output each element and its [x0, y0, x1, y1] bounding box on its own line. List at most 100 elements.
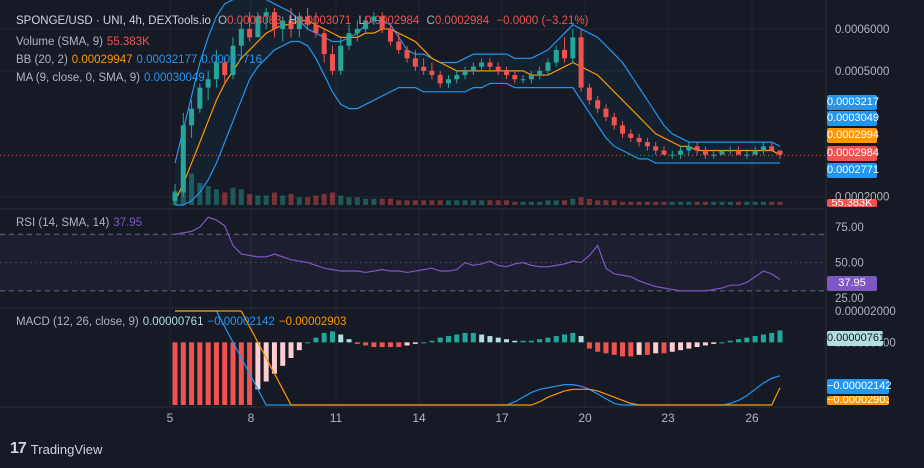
candle-body-22: [354, 28, 360, 34]
volume-bar-58: [653, 201, 659, 205]
macd-hist-bar-1: [180, 342, 186, 405]
volume-bar-22: [354, 197, 360, 205]
macd-hist-bar-40: [504, 339, 510, 343]
tag-volume: 55.383K: [827, 199, 877, 207]
volume-bar-69: [744, 201, 750, 205]
volume-bar-46: [553, 200, 559, 205]
candle-body-62: [686, 146, 692, 151]
candle-body-50: [586, 87, 592, 101]
candle-body-13: [280, 20, 286, 29]
volume-bar-72: [769, 201, 775, 205]
volume-bar-48: [570, 198, 576, 205]
volume-bar-19: [329, 192, 335, 205]
x-tick-8: 8: [248, 411, 255, 425]
macd-hist-bar-38: [487, 336, 493, 343]
volume-bar-24: [371, 198, 377, 205]
macd-hist-bar-8: [238, 342, 244, 405]
macd-hist-bar-43: [528, 340, 534, 343]
macd-hist-bar-35: [462, 332, 468, 343]
volume-bar-9: [247, 194, 253, 205]
candle-body-46: [553, 49, 559, 63]
legend-symbol: SPONGE/USD · UNI, 4h, DEXTools.io O0.000…: [16, 14, 593, 28]
candle-body-14: [288, 20, 294, 29]
candle-body-53: [611, 116, 617, 126]
candle-body-40: [504, 70, 510, 76]
tag-signal: −0.00002903: [827, 396, 889, 405]
macd-hist-bar-60: [669, 342, 675, 352]
volume-bar-51: [595, 200, 601, 205]
x-tick-26: 26: [745, 411, 759, 425]
macd-hist-bar-0: [172, 342, 178, 405]
volume-bar-27: [396, 200, 402, 205]
macd-hist-bar-58: [653, 342, 659, 354]
macd-hist-bar-59: [661, 342, 667, 354]
volume-bar-68: [736, 201, 742, 205]
volume-bar-71: [760, 201, 766, 205]
macd-hist-bar-47: [562, 334, 568, 343]
candle-body-65: [711, 154, 717, 156]
candle-body-58: [653, 146, 659, 151]
candle-body-29: [412, 58, 418, 67]
macd-hist-bar-37: [479, 334, 485, 343]
volume-bar-15: [296, 197, 302, 205]
candle-body-71: [760, 146, 766, 151]
candle-body-2: [189, 108, 195, 126]
candle-body-5: [213, 62, 219, 80]
macd-hist-bar-63: [694, 342, 700, 348]
ma-value: 0.00030049: [143, 72, 205, 84]
volume-bar-44: [537, 201, 543, 205]
volume-bar-49: [578, 197, 584, 205]
brand-name: TradingView: [30, 441, 103, 457]
volume-bar-41: [512, 201, 518, 205]
bb-lower-line: [175, 40, 780, 206]
macd-hist-bar-15: [296, 342, 302, 351]
candle-body-47: [562, 49, 568, 59]
rsi-label: RSI (14, SMA, 14): [16, 217, 110, 229]
volume-bar-32: [437, 200, 443, 205]
macd-hist-bar-55: [628, 342, 634, 357]
candle-body-8: [238, 28, 244, 46]
volume-bar-40: [504, 200, 510, 205]
candle-body-39: [495, 66, 501, 71]
macd-pane: [172, 310, 783, 406]
macd-hist-bar-3: [197, 342, 203, 405]
rsi-value: 37.95: [113, 217, 143, 229]
macd-hist-bar-61: [678, 342, 684, 351]
volume-bar-45: [545, 200, 551, 205]
candle-body-1: [180, 125, 186, 193]
volume-bar-34: [454, 200, 460, 205]
volume-bar-47: [562, 200, 568, 205]
rsi-line: [174, 216, 781, 292]
candle-body-30: [421, 66, 427, 71]
bb-upper: 0.00032177: [136, 54, 198, 66]
volume-bar-57: [644, 201, 650, 205]
macd-hist-bar-50: [586, 342, 592, 349]
volume-bar-30: [421, 200, 427, 205]
macd-hist-bar-6: [222, 342, 228, 405]
macd-hist-bar-44: [537, 339, 543, 343]
y-tick-rsi-1: 50.00: [835, 258, 864, 270]
candle-body-60: [669, 154, 675, 156]
tag-ma: 0.0003049: [827, 111, 879, 126]
y-tick-price-0: 0.0006000: [835, 24, 889, 36]
candle-body-73: [777, 150, 783, 155]
volume-bar-13: [280, 195, 286, 205]
volume-bar-43: [528, 201, 534, 205]
volume-bar-63: [694, 201, 700, 205]
tag-last-price: 0.0002984: [827, 146, 879, 161]
candle-body-52: [603, 108, 609, 117]
candle-body-35: [462, 70, 468, 76]
volume-bar-42: [520, 201, 526, 205]
volume-bar-23: [363, 198, 369, 205]
candle-body-42: [520, 79, 526, 81]
candle-body-70: [752, 150, 758, 155]
macd-hist-bar-41: [512, 340, 518, 343]
volume-bar-20: [338, 195, 344, 205]
x-tick-14: 14: [412, 411, 426, 425]
macd-hist-bar-14: [288, 342, 294, 358]
macd-hist-bar-52: [603, 342, 609, 354]
bollinger-bands: [0, 0, 826, 206]
candle-body-57: [644, 142, 650, 147]
footer-brand[interactable]: 17 TradingView: [10, 440, 102, 458]
candle-body-6: [222, 62, 228, 76]
